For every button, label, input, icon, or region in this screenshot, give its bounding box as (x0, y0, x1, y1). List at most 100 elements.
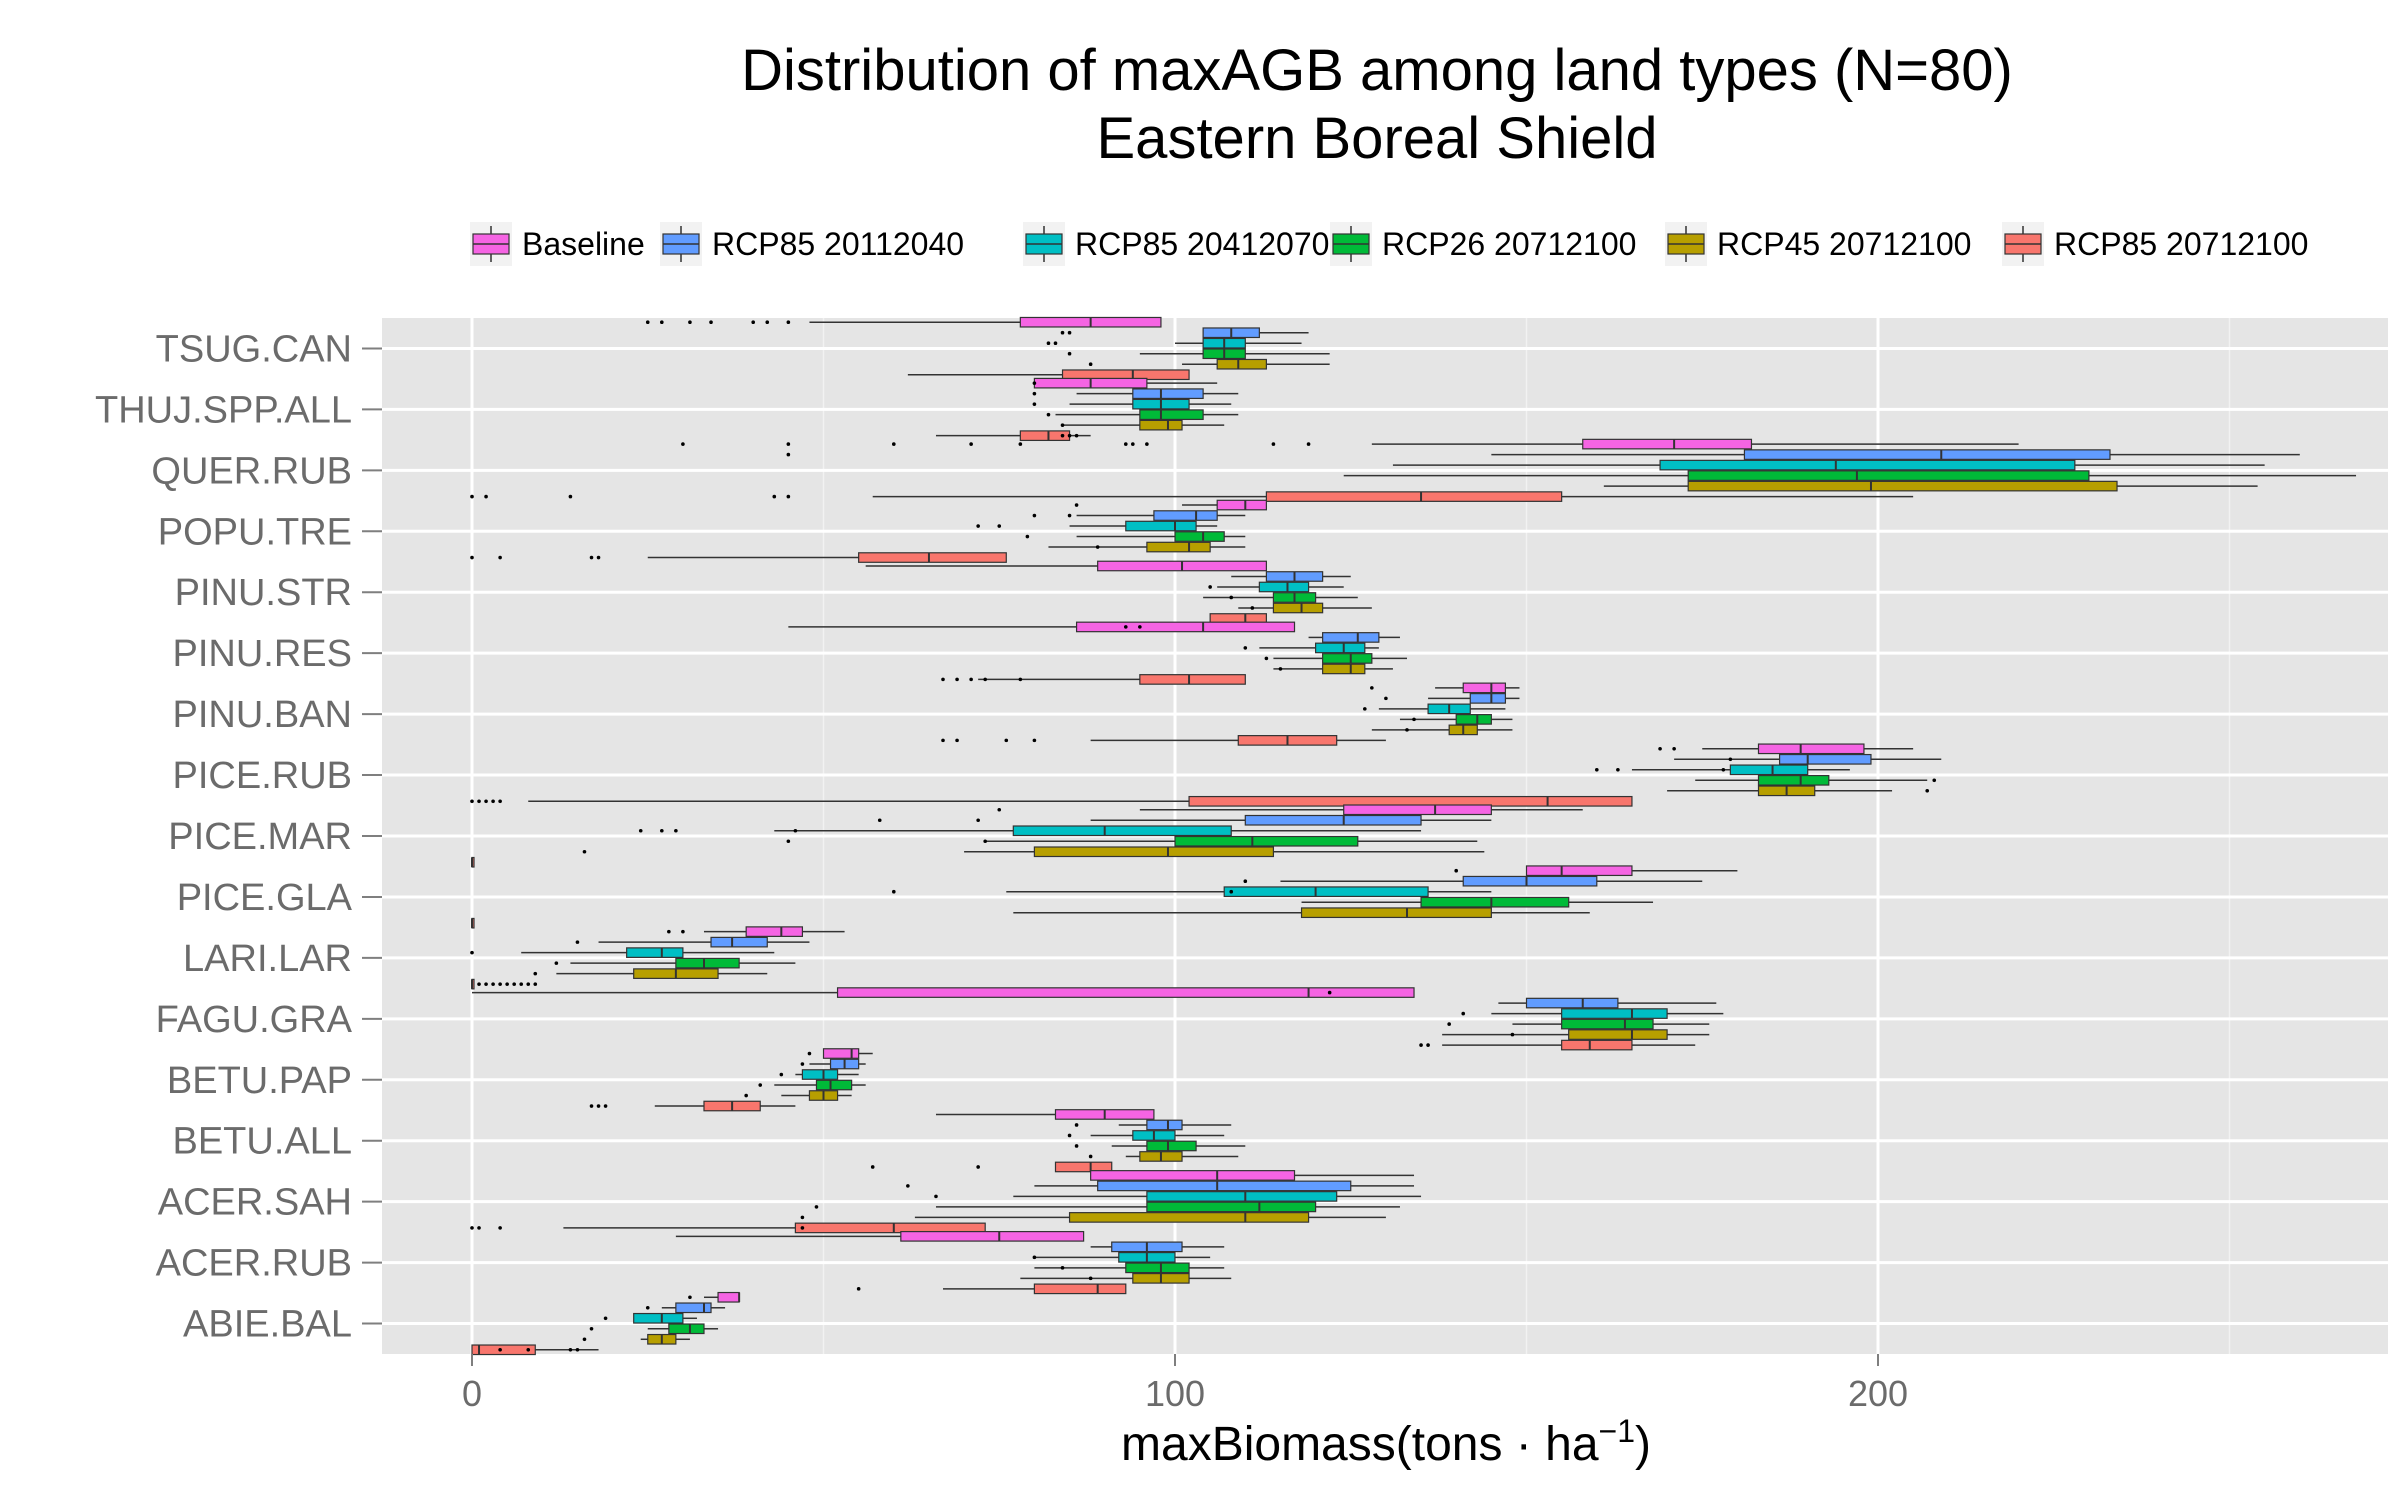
box-iqr (1012, 825, 1232, 837)
box-ABIE.BAL-RCP85 20412070 (603, 1312, 697, 1324)
outlier-point (660, 320, 664, 325)
box-POPU.TRE-RCP85 20112040 (1032, 510, 1246, 521)
box-iqr (1033, 846, 1275, 858)
outlier-point (498, 1347, 502, 1352)
box-iqr (1068, 1212, 1310, 1223)
outlier-point (1067, 351, 1072, 356)
box-iqr (794, 1222, 986, 1234)
outlier-point (1306, 442, 1311, 446)
outlier-point (589, 1326, 594, 1331)
box-iqr (1258, 581, 1310, 593)
legend-label: RCP45 20712100 (1717, 226, 1971, 262)
y-tick-label: TSUG.CAN (156, 328, 352, 370)
outlier-point (477, 982, 481, 986)
outlier-point (1032, 391, 1037, 396)
outlier-point (1327, 990, 1332, 995)
box-ACER.RUB-RCP85 20412070 (1032, 1251, 1211, 1263)
box-iqr (675, 1302, 712, 1314)
box-QUER.RUB-RCP45 20712100 (1603, 480, 2258, 492)
y-tick-label: POPU.TRE (158, 511, 352, 553)
outlier-point (1229, 595, 1234, 600)
outlier-point (1046, 341, 1051, 346)
outlier-point (1412, 717, 1416, 722)
box-PICE.GLA-RCP45 20712100 (1013, 907, 1590, 919)
y-tick-label: PICE.RUB (173, 755, 352, 797)
box-FAGU.GRA-RCP85 20112040 (1498, 997, 1717, 1009)
box-iqr (1659, 459, 2076, 471)
outlier-point (568, 494, 573, 499)
legend-label: Baseline (522, 226, 645, 262)
box-iqr (1174, 835, 1359, 847)
box-PINU.BAN-Baseline (1370, 682, 1520, 694)
chart-subtitle: Eastern Boreal Shield (1097, 106, 1658, 171)
box-ABIE.BAL-RCP45 20712100 (582, 1333, 690, 1345)
box-iqr (1687, 470, 2090, 481)
outlier-point (1243, 879, 1248, 883)
box-BETU.PAP-RCP26 20712100 (758, 1079, 866, 1091)
y-tick-label: PINU.RES (173, 633, 352, 675)
outlier-point (997, 807, 1002, 812)
box-ACER.SAH-Baseline (1090, 1170, 1415, 1181)
outlier-point (1672, 747, 1676, 751)
box-FAGU.GRA-RCP85 20412070 (1461, 1008, 1724, 1019)
box-BETU.PAP-RCP85 20412070 (779, 1069, 859, 1080)
outlier-point (1046, 412, 1051, 417)
legend-item: RCP45 20712100 (1665, 222, 1971, 266)
box-iqr (1216, 358, 1267, 370)
outlier-point (596, 555, 601, 560)
legend-label: RCP85 20112040 (712, 226, 964, 262)
box-ACER.SAH-RCP26 20712100 (814, 1201, 1400, 1213)
box-iqr (1153, 510, 1218, 521)
box-iqr (1223, 886, 1429, 898)
outlier-point (681, 929, 685, 934)
box-iqr (1462, 682, 1507, 694)
outlier-point (1067, 330, 1072, 335)
box-iqr (745, 926, 804, 937)
outlier-point (765, 320, 770, 325)
box-iqr (1244, 814, 1422, 826)
outlier-point (1067, 433, 1072, 438)
legend-item: RCP85 20712100 (2002, 222, 2308, 266)
y-tick-label: PICE.GLA (177, 877, 353, 919)
outlier-point (1088, 1276, 1093, 1281)
outlier-point (1074, 433, 1079, 438)
box-PICE.GLA-Baseline (1454, 865, 1738, 877)
x-axis-title-superscript: −1 (1599, 1413, 1635, 1449)
box-LARI.LAR-RCP85 20412070 (470, 947, 775, 958)
box-iqr (1146, 1191, 1338, 1202)
outlier-point (1088, 1154, 1093, 1159)
outlier-point (603, 1316, 608, 1321)
box-LARI.LAR-RCP45 20712100 (533, 968, 768, 979)
box-PINU.RES-RCP85 20112040 (1308, 632, 1400, 643)
x-axis-title: maxBiomass(tons · ha−1) (1121, 1413, 1651, 1471)
outlier-point (1138, 625, 1142, 629)
outlier-point (674, 828, 678, 833)
box-BETU.ALL-RCP85 20412070 (1067, 1130, 1225, 1141)
box-FAGU.GRA-RCP85 20712100 (1419, 1039, 1696, 1051)
outlier-point (667, 929, 671, 934)
box-POPU.TRE-RCP85 20412070 (976, 520, 1218, 532)
y-tick-label: ACER.RUB (156, 1243, 352, 1285)
box-THUJ.SPP.ALL-RCP45 20712100 (1060, 419, 1225, 431)
outlier-point (1925, 789, 1930, 793)
outlier-point (786, 320, 791, 325)
outlier-point (1405, 728, 1409, 732)
x-tick-label: 0 (462, 1373, 482, 1414)
outlier-point (484, 494, 488, 499)
outlier-point (744, 1093, 748, 1098)
outlier-point (1032, 513, 1037, 518)
outlier-point (645, 1305, 650, 1310)
outlier-point (997, 524, 1002, 528)
outlier-point (1264, 656, 1269, 661)
box-iqr (1420, 896, 1570, 908)
box-QUER.RUB-RCP85 20412070 (1392, 459, 2265, 471)
legend-item: RCP85 20412070 (1023, 222, 1329, 266)
outlier-point (1032, 381, 1037, 385)
box-iqr (1146, 1119, 1183, 1131)
outlier-point (800, 1062, 805, 1066)
outlier-point (568, 1347, 573, 1352)
y-tick-label: ABIE.BAL (183, 1304, 352, 1346)
outlier-point (976, 524, 980, 528)
outlier-point (941, 738, 945, 743)
outlier-point (596, 1104, 601, 1108)
